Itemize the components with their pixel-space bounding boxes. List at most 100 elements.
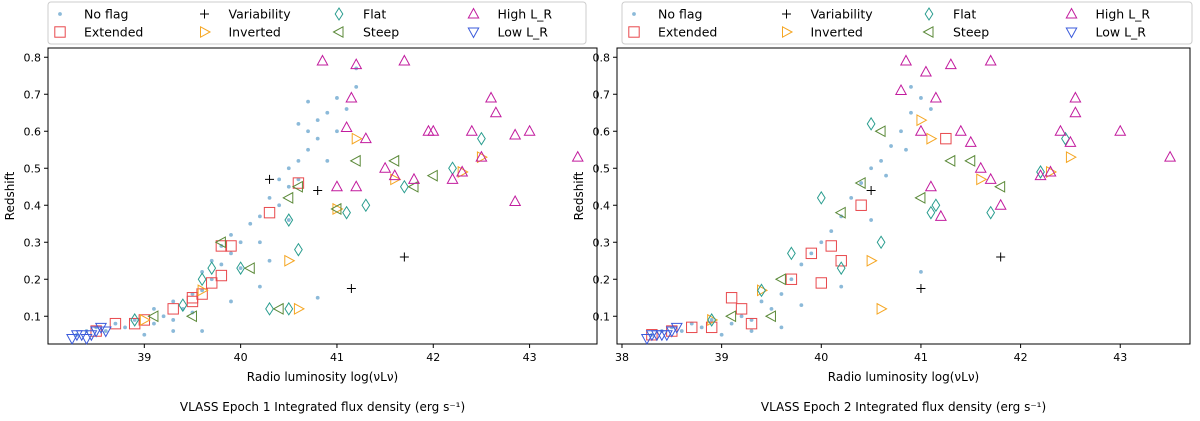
x-axis-label: Radio luminosity log(νLν) xyxy=(247,370,398,384)
data-point xyxy=(477,131,486,146)
data-point xyxy=(805,247,818,260)
data-point xyxy=(332,202,344,215)
data-point xyxy=(866,116,876,131)
data-point xyxy=(196,288,208,300)
data-point xyxy=(206,277,218,289)
data-point xyxy=(340,121,353,133)
legend-box xyxy=(47,1,587,45)
data-point xyxy=(75,330,88,342)
data-point xyxy=(272,302,284,315)
y-tick-label: 0.7 xyxy=(24,88,42,101)
data-point xyxy=(929,91,942,103)
data-point xyxy=(229,232,233,237)
data-point xyxy=(257,240,262,245)
data-point xyxy=(786,246,796,261)
data-point xyxy=(809,251,814,256)
data-point xyxy=(523,124,536,136)
data-point xyxy=(257,214,262,219)
data-point xyxy=(994,180,1006,193)
data-point xyxy=(315,118,320,123)
data-point xyxy=(984,172,997,184)
legend-marker xyxy=(782,9,791,19)
data-point xyxy=(306,99,310,104)
data-point xyxy=(914,124,927,136)
data-point xyxy=(759,299,764,304)
data-point xyxy=(350,58,363,70)
data-point xyxy=(422,124,435,136)
y-tick-label: 0.4 xyxy=(24,199,42,212)
data-point xyxy=(379,161,392,173)
data-point xyxy=(779,292,784,296)
data-points xyxy=(66,54,584,345)
data-point xyxy=(399,179,409,194)
data-point xyxy=(90,326,103,338)
data-point xyxy=(769,306,774,311)
data-point xyxy=(909,84,913,89)
data-point xyxy=(785,273,798,285)
data-point xyxy=(707,313,717,327)
data-point xyxy=(265,301,274,316)
y-tick-label: 0.5 xyxy=(24,162,42,175)
data-point xyxy=(66,333,79,345)
data-point xyxy=(876,302,888,315)
data-point xyxy=(313,185,323,195)
data-point xyxy=(914,191,926,204)
data-point xyxy=(284,213,294,227)
data-point xyxy=(325,110,330,115)
legend-marker xyxy=(782,25,794,39)
data-point xyxy=(819,240,824,245)
data-point xyxy=(284,301,294,316)
data-point xyxy=(426,169,438,182)
data-point xyxy=(749,329,754,333)
y-tick-label: 0.8 xyxy=(593,51,611,64)
data-point xyxy=(306,129,310,134)
data-point xyxy=(705,321,718,334)
data-point xyxy=(209,277,214,282)
data-point xyxy=(869,166,874,171)
data-point xyxy=(267,195,272,200)
data-point xyxy=(457,165,469,178)
data-point xyxy=(456,165,469,177)
legend-marker xyxy=(1065,7,1078,19)
data-point xyxy=(296,177,301,182)
data-point xyxy=(944,154,956,167)
x-axis-sublabel: VLASS Epoch 1 Integrated flux density (e… xyxy=(180,400,465,414)
data-point xyxy=(277,203,282,208)
data-point xyxy=(919,96,923,100)
data-point xyxy=(799,303,804,308)
legend-entry: Flat xyxy=(953,7,976,22)
y-tick-label: 0.6 xyxy=(24,125,42,138)
data-point xyxy=(354,84,359,89)
data-point xyxy=(757,283,766,298)
data-point xyxy=(282,191,294,204)
data-point xyxy=(399,252,409,262)
data-point xyxy=(446,172,459,184)
data-point xyxy=(899,129,903,134)
data-point xyxy=(349,154,361,167)
data-point xyxy=(1045,165,1058,178)
legend-entry: Flat xyxy=(363,7,386,22)
data-point xyxy=(836,261,846,276)
data-point xyxy=(799,262,804,267)
data-point xyxy=(161,314,166,319)
data-point xyxy=(926,132,938,145)
data-point xyxy=(854,177,866,190)
y-axis-label: Redshift xyxy=(572,171,586,220)
legend-marker xyxy=(58,12,62,16)
data-point xyxy=(335,129,339,134)
data-point xyxy=(215,269,228,282)
data-point xyxy=(489,106,502,118)
data-point xyxy=(974,161,987,173)
data-point xyxy=(709,318,714,322)
data-point xyxy=(109,317,122,330)
data-point xyxy=(485,91,498,103)
data-point xyxy=(889,144,893,148)
data-point xyxy=(123,325,127,330)
legend-marker xyxy=(334,7,344,21)
data-point xyxy=(80,333,93,345)
data-point xyxy=(919,269,923,274)
data-point xyxy=(132,318,137,322)
data-point xyxy=(167,303,179,315)
data-point xyxy=(186,292,199,304)
data-point xyxy=(764,310,776,323)
